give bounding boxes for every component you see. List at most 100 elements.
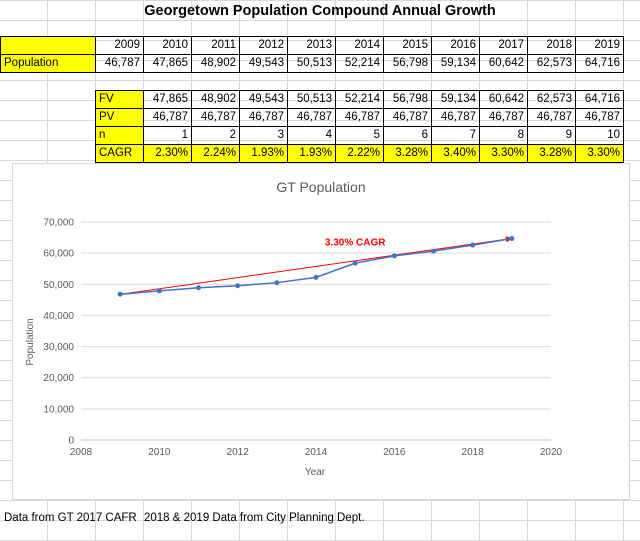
x-axis-label: Year (305, 467, 326, 478)
year-cell[interactable]: 2018 (527, 36, 576, 55)
fv-cell[interactable]: 60,642 (479, 90, 528, 109)
pv-cell[interactable]: 46,787 (191, 108, 240, 127)
fv-row: FV 47,865 48,902 49,543 50,513 52,214 56… (95, 90, 624, 109)
footer-note-planning: 2018 & 2019 Data from City Planning Dept… (144, 512, 365, 524)
fv-cell[interactable]: 48,902 (191, 90, 240, 109)
data-point (196, 285, 201, 291)
data-point (156, 288, 162, 294)
cagr-cell[interactable]: 3.28% (383, 144, 432, 163)
n-cell[interactable]: 8 (479, 126, 528, 145)
cagr-cell[interactable]: 2.24% (191, 144, 240, 163)
population-series-points (117, 235, 515, 297)
fv-cell[interactable]: 52,214 (335, 90, 384, 109)
x-tick-label: 2012 (227, 447, 250, 458)
pv-cell[interactable]: 46,787 (431, 108, 480, 127)
x-tick-label: 2016 (383, 447, 406, 458)
population-values-row: Population 46,787 47,865 48,902 49,543 5… (0, 54, 624, 73)
pv-cell[interactable]: 46,787 (527, 108, 576, 127)
population-cell[interactable]: 56,798 (383, 54, 432, 73)
cagr-cell[interactable]: 3.30% (575, 144, 624, 163)
x-tick-labels: 2008 2010 2012 2014 2016 2018 2020 (70, 447, 563, 458)
cagr-row: CAGR 2.30% 2.24% 1.93% 1.93% 2.22% 3.28%… (95, 144, 624, 163)
y-tick-label: 20,000 (43, 373, 74, 384)
data-point (274, 280, 280, 286)
n-cell[interactable]: 7 (431, 126, 480, 145)
pv-cell[interactable]: 46,787 (239, 108, 288, 127)
pv-label-cell[interactable]: PV (95, 108, 144, 127)
x-tick-label: 2020 (540, 447, 563, 458)
fv-cell[interactable]: 56,798 (383, 90, 432, 109)
chart-title: GT Population (276, 179, 365, 195)
y-tick-label: 40,000 (43, 311, 74, 322)
n-cell[interactable]: 6 (383, 126, 432, 145)
pv-cell[interactable]: 46,787 (479, 108, 528, 127)
population-cell[interactable]: 60,642 (479, 54, 528, 73)
population-cell[interactable]: 50,513 (287, 54, 336, 73)
fv-cell[interactable]: 49,543 (239, 90, 288, 109)
x-tick-label: 2014 (305, 447, 328, 458)
y-tick-label: 50,000 (43, 280, 74, 291)
year-cell[interactable]: 2010 (143, 36, 192, 55)
year-cell[interactable]: 2019 (575, 36, 624, 55)
year-cell[interactable]: 2017 (479, 36, 528, 55)
pv-cell[interactable]: 46,787 (143, 108, 192, 127)
cagr-cell[interactable]: 1.93% (287, 144, 336, 163)
population-cell[interactable]: 47,865 (143, 54, 192, 73)
population-cell[interactable]: 62,573 (527, 54, 576, 73)
cagr-cell[interactable]: 2.30% (143, 144, 192, 163)
cagr-label-cell[interactable]: CAGR (95, 144, 144, 163)
population-cell[interactable]: 49,543 (239, 54, 288, 73)
data-point (313, 274, 319, 280)
pv-cell[interactable]: 46,787 (335, 108, 384, 127)
population-table: 2009 2010 2011 2012 2013 2014 2015 2016 … (0, 36, 624, 73)
population-cell[interactable]: 52,214 (335, 54, 384, 73)
x-tick-label: 2018 (462, 447, 485, 458)
n-cell[interactable]: 5 (335, 126, 384, 145)
cagr-cell[interactable]: 3.28% (527, 144, 576, 163)
fv-cell[interactable]: 62,573 (527, 90, 576, 109)
year-cell[interactable]: 2016 (431, 36, 480, 55)
fv-label-cell[interactable]: FV (95, 90, 144, 109)
year-cell[interactable]: 2009 (95, 36, 144, 55)
y-tick-label: 30,000 (43, 342, 74, 353)
year-cell[interactable]: 2015 (383, 36, 432, 55)
year-cell[interactable]: 2014 (335, 36, 384, 55)
fv-cell[interactable]: 64,716 (575, 90, 624, 109)
population-cell[interactable]: 59,134 (431, 54, 480, 73)
population-cell[interactable]: 64,716 (575, 54, 624, 73)
n-cell[interactable]: 1 (143, 126, 192, 145)
cagr-cell[interactable]: 3.40% (431, 144, 480, 163)
chart-area[interactable]: GT Population 0 10,000 20,000 30,000 40,000 5… (12, 163, 630, 500)
population-cell[interactable]: 46,787 (95, 54, 144, 73)
y-axis-label: Population (25, 318, 36, 365)
fv-cell[interactable]: 50,513 (287, 90, 336, 109)
population-label-cell[interactable]: Population (0, 54, 96, 73)
fv-cell[interactable]: 47,865 (143, 90, 192, 109)
cagr-annotation: 3.30% CAGR (325, 237, 386, 248)
n-cell[interactable]: 9 (527, 126, 576, 145)
n-cell[interactable]: 3 (239, 126, 288, 145)
n-row: n 1 2 3 4 5 6 7 8 9 10 (95, 126, 624, 145)
pv-cell[interactable]: 46,787 (383, 108, 432, 127)
data-point (352, 260, 358, 266)
year-cell[interactable]: 2012 (239, 36, 288, 55)
n-cell[interactable]: 10 (575, 126, 624, 145)
data-point (235, 283, 241, 289)
n-cell[interactable]: 4 (287, 126, 336, 145)
cagr-trend-line (120, 236, 513, 295)
cagr-cell[interactable]: 2.22% (335, 144, 384, 163)
cagr-cell[interactable]: 1.93% (239, 144, 288, 163)
y-tick-label: 60,000 (43, 249, 74, 260)
footer-note-source: Data from GT 2017 CAFR (4, 512, 137, 524)
n-cell[interactable]: 2 (191, 126, 240, 145)
cagr-cell[interactable]: 3.30% (479, 144, 528, 163)
year-cell[interactable]: 2013 (287, 36, 336, 55)
fv-cell[interactable]: 59,134 (431, 90, 480, 109)
header-blank-cell[interactable] (0, 36, 96, 55)
pv-cell[interactable]: 46,787 (575, 108, 624, 127)
n-label-cell[interactable]: n (95, 126, 144, 145)
data-point (391, 253, 397, 259)
pv-cell[interactable]: 46,787 (287, 108, 336, 127)
year-cell[interactable]: 2011 (191, 36, 240, 55)
population-cell[interactable]: 48,902 (191, 54, 240, 73)
